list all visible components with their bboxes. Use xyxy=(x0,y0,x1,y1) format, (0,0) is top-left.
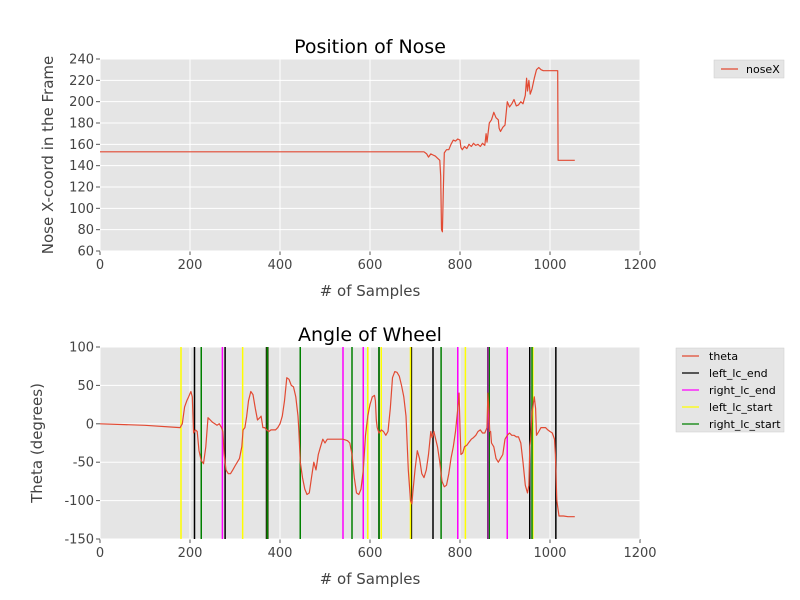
y-tick-label: 180 xyxy=(69,117,94,132)
y-axis-label: Nose X-coord in the Frame xyxy=(39,56,57,255)
series-lines xyxy=(100,66,575,233)
y-tick-label: 140 xyxy=(69,159,94,174)
x-tick-label: 1000 xyxy=(533,258,566,273)
y-tick-label: -150 xyxy=(64,533,94,548)
gridlines xyxy=(96,346,641,543)
wheel-angle-chart: 0 200 400 600 800 1000 1200 -150-100-50050100 … xyxy=(28,324,785,588)
y-tick-label: -100 xyxy=(64,494,94,509)
y-tick-label: 60 xyxy=(77,245,94,260)
y-tick-label: 220 xyxy=(69,74,94,89)
x-tick-label: 400 xyxy=(268,546,293,561)
y-tick-label: 120 xyxy=(69,181,94,196)
legend-label-right-lc-end: right_lc_end xyxy=(709,384,776,397)
x-tick-label: 1200 xyxy=(623,258,656,273)
y-tick-labels: -150 -100 -50 0 50 100 xyxy=(64,341,94,548)
x-tick-label: 1000 xyxy=(533,546,566,561)
chart-title: Position of Nose xyxy=(294,36,446,58)
x-tick-label: 800 xyxy=(448,546,473,561)
x-tick-label: 0 xyxy=(96,258,104,273)
y-tick-label: 100 xyxy=(69,341,94,356)
x-tick-label: 600 xyxy=(358,258,383,273)
y-tick-label: 160 xyxy=(69,138,94,153)
legend-label-theta: theta xyxy=(709,350,738,363)
legend: noseX xyxy=(713,59,785,79)
theta-line xyxy=(99,371,575,518)
y-tick-label: 0 xyxy=(86,417,94,432)
legend: theta left_lc_end right_lc_end left_lc_s… xyxy=(675,347,785,433)
gridlines xyxy=(96,58,641,255)
x-tick-label: 200 xyxy=(178,258,203,273)
series-lines xyxy=(99,371,575,518)
y-tick-label: 100 xyxy=(69,202,94,217)
y-tick-labels: 60 80 100 120 140 160 180 200 220 240 xyxy=(69,53,94,260)
nose-position-chart: 0 200 400 600 800 1000 1200 60 80 100 120 140 160 18… xyxy=(39,36,785,300)
legend-label-right-lc-start: right_lc_start xyxy=(709,418,781,431)
legend-label-left-lc-start: left_lc_start xyxy=(709,401,773,414)
x-tick-labels: 0 200 400 600 800 1000 1200 xyxy=(96,546,657,561)
x-tick-labels: 0 200 400 600 800 1000 1200 xyxy=(96,258,657,273)
x-tick-label: 800 xyxy=(448,258,473,273)
legend-label-left-lc-end: left_lc_end xyxy=(709,367,768,380)
event-lines xyxy=(180,347,557,539)
y-axis-label: Theta (degrees) xyxy=(28,383,46,504)
x-axis-label: # of Samples xyxy=(320,570,421,588)
x-tick-label: 1200 xyxy=(623,546,656,561)
legend-box xyxy=(713,59,785,79)
y-tick-label: 200 xyxy=(69,95,94,110)
noseX-line xyxy=(100,66,575,233)
y-tick-label: 240 xyxy=(69,53,94,68)
y-tick-label: 80 xyxy=(77,223,94,238)
y-tick-label: -50 xyxy=(73,456,94,471)
x-tick-label: 200 xyxy=(178,546,203,561)
legend-label-nosex: noseX xyxy=(746,63,780,76)
x-axis-label: # of Samples xyxy=(320,282,421,300)
y-tick-label: 50 xyxy=(77,379,94,394)
x-tick-label: 400 xyxy=(268,258,293,273)
chart-title: Angle of Wheel xyxy=(298,324,442,346)
x-tick-label: 0 xyxy=(96,546,104,561)
x-tick-label: 600 xyxy=(358,546,383,561)
